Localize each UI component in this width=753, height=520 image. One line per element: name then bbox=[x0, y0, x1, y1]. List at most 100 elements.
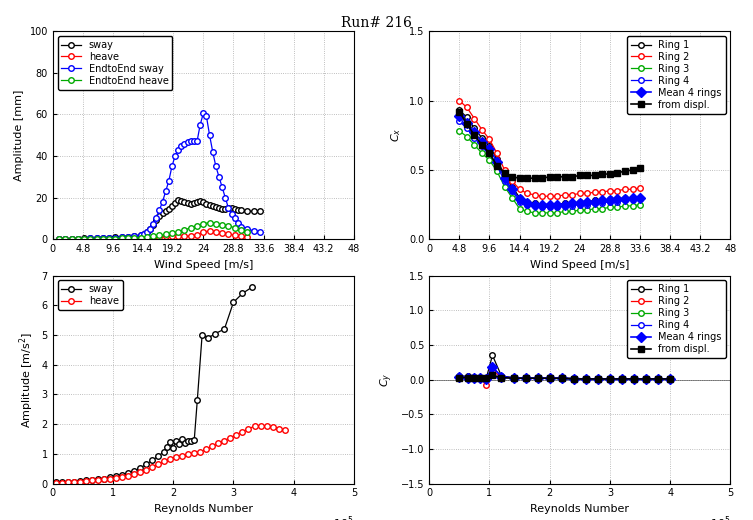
sway bbox=[73, 236, 82, 242]
Ring 3 bbox=[515, 205, 524, 212]
heave bbox=[63, 479, 72, 486]
heave bbox=[232, 432, 241, 438]
EndtoEnd sway bbox=[227, 211, 236, 217]
Ring 3 bbox=[630, 376, 639, 382]
heave bbox=[161, 233, 170, 240]
Ring 2 bbox=[590, 189, 599, 195]
sway bbox=[229, 299, 238, 305]
heave bbox=[208, 444, 217, 450]
Ring 3 bbox=[508, 194, 517, 201]
Ring 4 bbox=[613, 199, 622, 205]
sway bbox=[177, 198, 186, 204]
Ring 1 bbox=[485, 143, 494, 149]
sway bbox=[166, 439, 175, 445]
sway bbox=[57, 479, 66, 485]
sway bbox=[211, 330, 220, 336]
Ring 3 bbox=[581, 376, 590, 382]
heave bbox=[51, 479, 60, 486]
EndtoEnd heave bbox=[142, 234, 151, 240]
sway bbox=[220, 326, 229, 332]
Ring 3 bbox=[605, 204, 614, 211]
heave bbox=[166, 456, 175, 462]
heave bbox=[61, 236, 70, 242]
Ring 3 bbox=[470, 375, 479, 381]
EndtoEnd sway bbox=[224, 205, 233, 211]
Ring 4 bbox=[593, 376, 602, 382]
from displ. bbox=[515, 175, 524, 181]
Ring 2 bbox=[492, 150, 501, 157]
Ring 1 bbox=[462, 114, 471, 120]
EndtoEnd sway bbox=[67, 236, 76, 242]
EndtoEnd sway bbox=[215, 174, 224, 180]
heave bbox=[205, 228, 214, 234]
Line: Ring 2: Ring 2 bbox=[456, 369, 673, 388]
Ring 1 bbox=[613, 196, 622, 202]
sway bbox=[105, 474, 114, 480]
heave bbox=[86, 236, 95, 242]
from displ. bbox=[590, 172, 599, 178]
Ring 2 bbox=[538, 193, 547, 199]
heave bbox=[274, 425, 283, 432]
Line: Ring 2: Ring 2 bbox=[456, 98, 643, 199]
Ring 4 bbox=[654, 376, 663, 382]
from displ. bbox=[620, 168, 630, 174]
Ring 4 bbox=[455, 374, 464, 380]
Mean 4 rings bbox=[581, 376, 590, 382]
Mean 4 rings bbox=[583, 199, 592, 205]
Ring 2 bbox=[515, 186, 524, 192]
Y-axis label: Amplitude [m/s$^2$]: Amplitude [m/s$^2$] bbox=[17, 332, 36, 427]
Ring 1 bbox=[538, 201, 547, 207]
EndtoEnd sway bbox=[151, 215, 161, 222]
heave bbox=[193, 232, 202, 238]
heave bbox=[212, 229, 221, 235]
Mean 4 rings bbox=[605, 197, 614, 203]
heave bbox=[105, 475, 114, 482]
Ring 2 bbox=[462, 105, 471, 111]
EndtoEnd sway bbox=[186, 138, 195, 145]
Line: EndtoEnd heave: EndtoEnd heave bbox=[56, 220, 250, 242]
sway bbox=[87, 477, 96, 483]
sway bbox=[190, 436, 199, 443]
sway bbox=[145, 226, 154, 232]
EndtoEnd heave bbox=[174, 229, 183, 235]
heave bbox=[80, 236, 89, 242]
Ring 3 bbox=[553, 210, 562, 216]
sway bbox=[63, 479, 72, 485]
sway bbox=[221, 206, 230, 212]
sway bbox=[75, 478, 84, 484]
from displ. bbox=[636, 165, 645, 172]
EndtoEnd sway bbox=[148, 220, 157, 227]
heave bbox=[199, 229, 208, 235]
from displ. bbox=[464, 374, 473, 381]
Ring 3 bbox=[569, 376, 578, 382]
EndtoEnd heave bbox=[205, 219, 214, 226]
EndtoEnd heave bbox=[212, 220, 221, 227]
Ring 1 bbox=[617, 376, 626, 382]
sway bbox=[93, 476, 102, 482]
EndtoEnd sway bbox=[221, 194, 230, 201]
EndtoEnd sway bbox=[136, 232, 145, 238]
Line: heave: heave bbox=[56, 228, 250, 242]
EndtoEnd heave bbox=[224, 223, 233, 229]
from displ. bbox=[569, 376, 578, 382]
Ring 3 bbox=[530, 210, 539, 216]
heave bbox=[81, 478, 90, 484]
Ring 2 bbox=[477, 126, 486, 133]
Mean 4 rings bbox=[560, 201, 569, 207]
Ring 3 bbox=[654, 376, 663, 382]
EndtoEnd sway bbox=[155, 207, 164, 213]
sway bbox=[193, 397, 202, 404]
heave bbox=[262, 423, 271, 430]
sway bbox=[169, 445, 178, 451]
sway bbox=[161, 208, 170, 214]
EndtoEnd sway bbox=[142, 229, 151, 235]
heave bbox=[99, 476, 108, 482]
heave bbox=[154, 461, 163, 467]
X-axis label: Wind Speed [m/s]: Wind Speed [m/s] bbox=[530, 259, 630, 269]
sway bbox=[227, 205, 236, 211]
sway bbox=[111, 234, 120, 240]
heave bbox=[167, 233, 176, 239]
from displ. bbox=[545, 174, 554, 180]
Ring 1 bbox=[605, 196, 614, 202]
Ring 3 bbox=[593, 376, 602, 382]
